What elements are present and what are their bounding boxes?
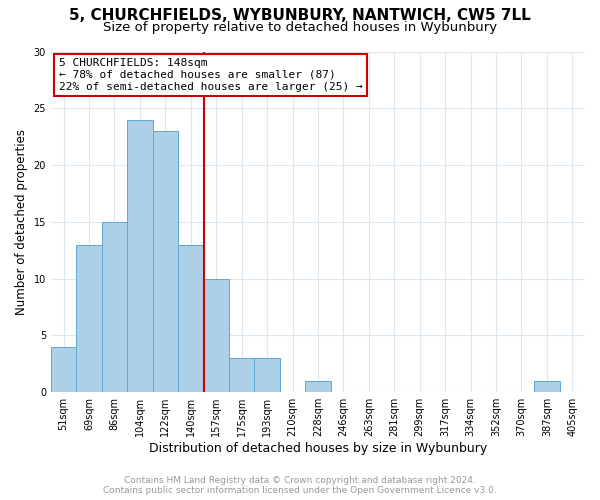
Bar — [203, 278, 229, 392]
Bar — [254, 358, 280, 392]
Bar — [178, 244, 203, 392]
Text: 5, CHURCHFIELDS, WYBUNBURY, NANTWICH, CW5 7LL: 5, CHURCHFIELDS, WYBUNBURY, NANTWICH, CW… — [69, 8, 531, 22]
Bar — [152, 131, 178, 392]
X-axis label: Distribution of detached houses by size in Wybunbury: Distribution of detached houses by size … — [149, 442, 487, 455]
Text: 5 CHURCHFIELDS: 148sqm
← 78% of detached houses are smaller (87)
22% of semi-det: 5 CHURCHFIELDS: 148sqm ← 78% of detached… — [59, 58, 362, 92]
Bar — [534, 381, 560, 392]
Bar — [127, 120, 152, 392]
Bar — [305, 381, 331, 392]
Bar — [76, 244, 102, 392]
Bar — [51, 347, 76, 392]
Text: Size of property relative to detached houses in Wybunbury: Size of property relative to detached ho… — [103, 21, 497, 34]
Text: Contains HM Land Registry data © Crown copyright and database right 2024.
Contai: Contains HM Land Registry data © Crown c… — [103, 476, 497, 495]
Y-axis label: Number of detached properties: Number of detached properties — [15, 129, 28, 315]
Bar — [229, 358, 254, 392]
Bar — [102, 222, 127, 392]
